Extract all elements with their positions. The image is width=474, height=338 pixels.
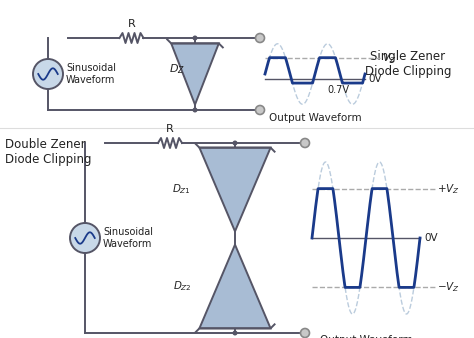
Text: Sinusoidal
Waveform: Sinusoidal Waveform — [66, 63, 116, 85]
Circle shape — [255, 33, 264, 43]
Text: $-V_Z$: $-V_Z$ — [437, 281, 460, 294]
Text: 0V: 0V — [424, 233, 438, 243]
Circle shape — [301, 329, 310, 338]
Text: R: R — [128, 19, 136, 29]
Text: R: R — [166, 124, 174, 134]
Circle shape — [33, 59, 63, 89]
Polygon shape — [200, 245, 271, 328]
Text: Sinusoidal
Waveform: Sinusoidal Waveform — [103, 227, 153, 249]
Circle shape — [192, 35, 198, 41]
Text: $D_Z$: $D_Z$ — [169, 62, 185, 76]
Text: Output Waveform: Output Waveform — [319, 335, 412, 338]
Circle shape — [192, 107, 198, 113]
Polygon shape — [200, 148, 271, 231]
Circle shape — [233, 141, 237, 145]
Text: $V_Z$: $V_Z$ — [382, 51, 396, 65]
Circle shape — [70, 223, 100, 253]
Text: Single Zener
Diode Clipping: Single Zener Diode Clipping — [365, 50, 451, 78]
Text: $D_{Z1}$: $D_{Z1}$ — [173, 183, 191, 196]
Text: 0.7V: 0.7V — [327, 85, 349, 95]
Text: 0V: 0V — [368, 74, 382, 84]
Circle shape — [301, 139, 310, 147]
Circle shape — [255, 105, 264, 115]
Text: $D_{Z2}$: $D_{Z2}$ — [173, 280, 191, 293]
Circle shape — [233, 331, 237, 336]
Text: $+V_Z$: $+V_Z$ — [437, 182, 460, 195]
Text: Output Waveform: Output Waveform — [269, 113, 361, 123]
Polygon shape — [171, 43, 219, 104]
Text: Double Zener
Diode Clipping: Double Zener Diode Clipping — [5, 138, 91, 166]
